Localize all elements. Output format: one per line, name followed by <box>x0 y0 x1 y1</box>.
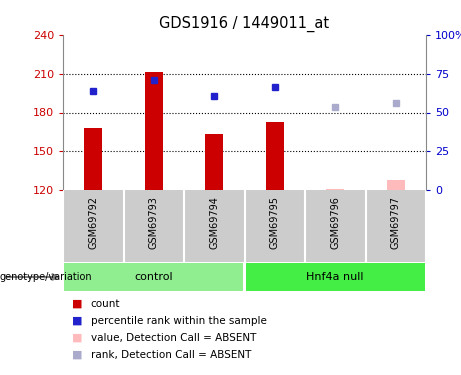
Bar <box>64 262 243 291</box>
Text: rank, Detection Call = ABSENT: rank, Detection Call = ABSENT <box>91 350 251 360</box>
Text: count: count <box>91 299 120 309</box>
Bar <box>205 135 223 190</box>
Bar <box>84 128 102 190</box>
Text: percentile rank within the sample: percentile rank within the sample <box>91 316 266 326</box>
Text: ■: ■ <box>72 350 83 360</box>
Bar <box>387 180 405 190</box>
Text: GSM69793: GSM69793 <box>149 196 159 249</box>
Text: GSM69796: GSM69796 <box>330 196 340 249</box>
Text: genotype/variation: genotype/variation <box>0 272 93 282</box>
Bar <box>145 72 163 190</box>
Text: GSM69794: GSM69794 <box>209 196 219 249</box>
Text: GSM69797: GSM69797 <box>391 196 401 249</box>
Title: GDS1916 / 1449011_at: GDS1916 / 1449011_at <box>160 16 330 32</box>
Bar <box>266 122 284 190</box>
Text: ■: ■ <box>72 299 83 309</box>
Bar <box>326 189 344 190</box>
Bar <box>246 262 425 291</box>
Text: value, Detection Call = ABSENT: value, Detection Call = ABSENT <box>91 333 256 343</box>
Text: GSM69792: GSM69792 <box>88 196 98 249</box>
Text: ■: ■ <box>72 333 83 343</box>
Text: ■: ■ <box>72 316 83 326</box>
Text: Hnf4a null: Hnf4a null <box>307 272 364 282</box>
Text: GSM69795: GSM69795 <box>270 196 280 249</box>
Text: control: control <box>135 272 173 282</box>
